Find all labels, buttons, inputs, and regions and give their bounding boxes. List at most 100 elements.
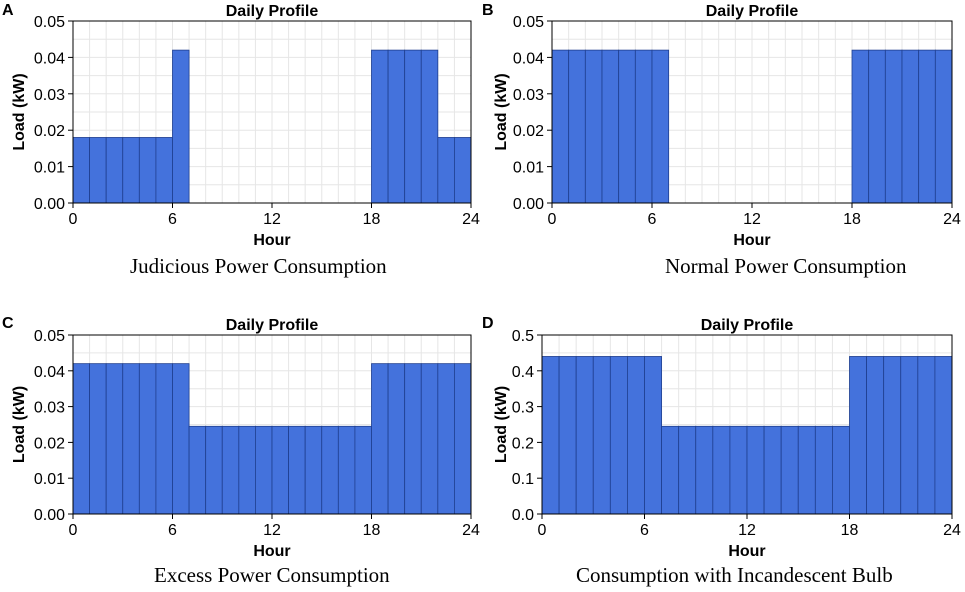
bar: [918, 49, 936, 204]
bar: [271, 425, 289, 515]
bar: [558, 356, 577, 515]
bar: [592, 356, 611, 515]
x-axis-label: Hour: [733, 232, 770, 249]
bar: [138, 363, 157, 515]
bar: [122, 137, 140, 204]
y-tick-label: 0.00: [34, 507, 65, 524]
bar: [89, 137, 107, 204]
bar: [541, 356, 560, 515]
panel-letter: C: [2, 315, 14, 332]
bar: [780, 425, 799, 515]
bar: [866, 356, 885, 515]
y-tick-label: 0.02: [34, 123, 65, 140]
y-tick-label: 0.3: [512, 400, 534, 417]
bar: [72, 363, 90, 515]
bar: [122, 363, 140, 515]
bar: [584, 49, 603, 204]
bar: [337, 425, 356, 515]
y-tick-label: 0.02: [513, 123, 544, 140]
y-tick-label: 0.03: [34, 400, 65, 417]
chart-daily-profile-a: 0.00 0.01 0.02 0.03 0.04 0.05 0 6 12 18 24 Daily Pr…: [11, 3, 480, 249]
bar: [72, 137, 90, 204]
bar: [644, 356, 662, 515]
bar: [627, 356, 645, 515]
x-tick-label: 0: [69, 522, 78, 539]
chart-daily-profile-d: 0.0 0.1 0.2 0.3 0.4 0.5 0 6 12 18 24 Daily Profile H…: [493, 317, 961, 560]
chart-caption: Consumption with Incandescent Bulb: [576, 563, 893, 587]
x-tick-label: 18: [363, 522, 381, 539]
x-tick-label: 6: [168, 211, 177, 228]
bar: [105, 363, 124, 515]
chart-caption: Normal Power Consumption: [665, 254, 907, 278]
bar: [371, 363, 389, 515]
y-tick-label: 0.1: [512, 471, 534, 488]
y-tick-label: 0.4: [512, 364, 534, 381]
bar: [851, 49, 870, 204]
bar: [729, 425, 748, 515]
y-axis-label: Load (kW): [493, 73, 510, 150]
bar: [601, 49, 620, 204]
panel-a: A 0.00 0.01 0.02 0.03 0.04 0.05 0 6 12 18 24 Daily …: [0, 0, 482, 296]
bar: [387, 363, 406, 515]
x-tick-label: 24: [943, 522, 961, 539]
y-axis-label: Load (kW): [11, 73, 28, 150]
bar: [437, 137, 455, 204]
x-tick-label: 12: [263, 522, 281, 539]
y-tick-label: 0.04: [513, 50, 544, 67]
panel-b: B 0.00 0.01 0.02 0.03 0.04 0.05 0 6 12 18 24 Daily …: [482, 0, 965, 296]
bar: [868, 49, 886, 204]
bar: [420, 49, 439, 204]
bar: [238, 425, 256, 515]
x-tick-label: 24: [462, 211, 480, 228]
chart-title: Daily Profile: [226, 3, 319, 20]
bar: [934, 49, 953, 204]
x-tick-label: 24: [943, 211, 961, 228]
bar: [255, 425, 273, 515]
bar: [454, 137, 472, 204]
bar: [155, 137, 173, 204]
bar: [404, 363, 422, 515]
y-tick-label: 0.02: [34, 435, 65, 452]
bar: [387, 49, 406, 204]
y-tick-label: 0.01: [513, 160, 544, 177]
bar: [575, 356, 594, 515]
bar: [797, 425, 816, 515]
bar: [651, 49, 670, 204]
bar: [437, 363, 455, 515]
y-tick-label: 0.00: [513, 196, 544, 213]
y-tick-label: 0.01: [34, 160, 65, 177]
bar: [746, 425, 765, 515]
bar: [934, 356, 953, 515]
bar: [354, 425, 372, 515]
y-tick-label: 0.03: [34, 87, 65, 104]
panel-letter: A: [2, 2, 14, 19]
chart-daily-profile-b: 0.00 0.01 0.02 0.03 0.04 0.05 0 6 12 18 24 Daily Pr…: [493, 3, 961, 249]
bar: [883, 356, 902, 515]
bar: [634, 49, 653, 204]
x-tick-label: 24: [462, 522, 480, 539]
bar: [321, 425, 339, 515]
x-tick-label: 6: [648, 211, 657, 228]
panel-letter: D: [482, 315, 494, 332]
y-tick-label: 0.04: [34, 364, 65, 381]
y-tick-label: 0.05: [513, 14, 544, 31]
x-tick-label: 0: [548, 211, 557, 228]
bar: [404, 49, 422, 204]
bar: [188, 425, 207, 515]
x-tick-label: 12: [738, 522, 756, 539]
bar: [454, 363, 472, 515]
y-tick-label: 0.01: [34, 471, 65, 488]
x-axis-label: Hour: [253, 232, 290, 249]
x-tick-label: 18: [363, 211, 381, 228]
chart-caption: Excess Power Consumption: [154, 563, 390, 587]
x-tick-label: 0: [538, 522, 547, 539]
bar: [678, 425, 697, 515]
bar: [371, 49, 389, 204]
bar: [832, 425, 850, 515]
bar: [609, 356, 628, 515]
bar: [89, 363, 107, 515]
bar: [172, 49, 190, 204]
x-tick-label: 12: [743, 211, 761, 228]
x-tick-label: 6: [168, 522, 177, 539]
bar: [661, 425, 680, 515]
